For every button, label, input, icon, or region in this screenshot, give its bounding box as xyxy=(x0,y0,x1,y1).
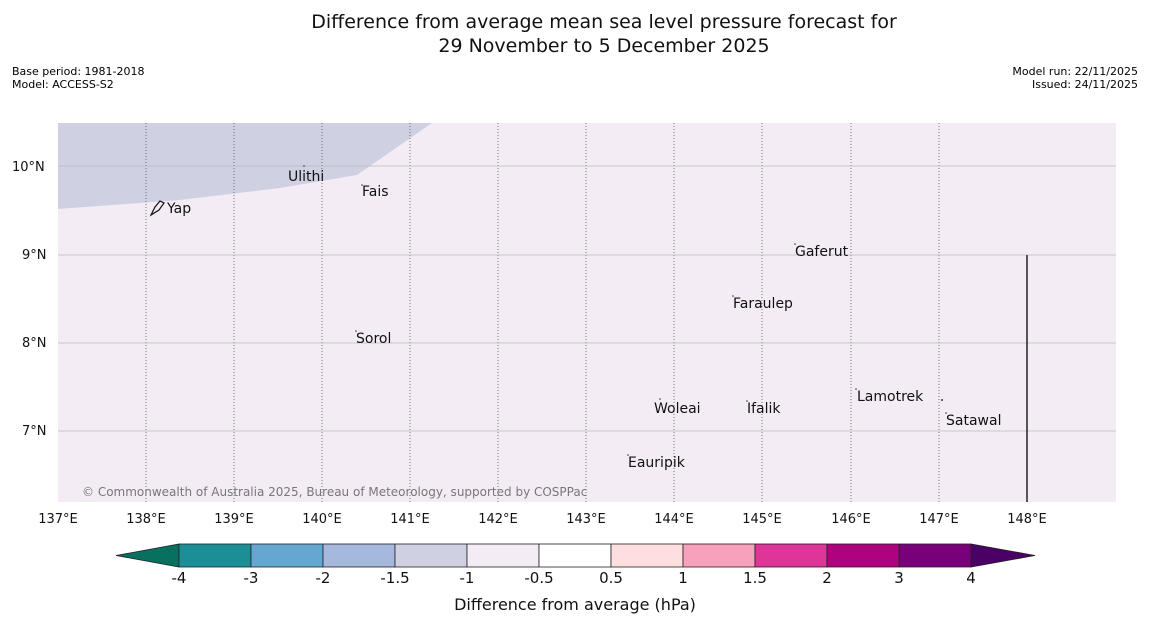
colorbar-segment xyxy=(898,543,972,568)
colorbar-tick-label: -4 xyxy=(172,569,187,587)
lon-label-137e: 137°E xyxy=(38,512,78,527)
colorbar-tick-label: -2 xyxy=(316,569,331,587)
colorbar-tick-label: -1.5 xyxy=(380,569,409,587)
lat-label-10n: 10°N xyxy=(12,160,45,175)
colorbar-segment xyxy=(682,543,756,568)
colorbar-segment xyxy=(754,543,828,568)
colorbar-tick-label: 2 xyxy=(822,569,832,587)
colorbar-extension-low xyxy=(115,543,180,568)
colorbar-segment xyxy=(826,543,900,568)
place-ifalik: Ifalik xyxy=(747,401,781,417)
yap-island-shape xyxy=(149,200,165,217)
lon-label-141e: 141°E xyxy=(390,512,430,527)
meridian-gridlines xyxy=(145,123,940,502)
issued-date: Issued: 24/11/2025 xyxy=(1031,78,1138,91)
place-faraulep: Faraulep xyxy=(733,296,793,312)
lat-label-7n: 7°N xyxy=(22,424,47,439)
colorbar-tick-label: 1.5 xyxy=(743,569,767,587)
meta-left: Base period: 1981-2018 Model: ACCESS-S2 xyxy=(12,65,144,91)
colorbar-tick-label: 0.5 xyxy=(599,569,623,587)
lon-label-142e: 142°E xyxy=(478,512,518,527)
colorbar-segment xyxy=(394,543,468,568)
place-fais: Fais xyxy=(362,184,389,200)
model-name: Model: ACCESS-S2 xyxy=(12,78,114,91)
lon-label-148e: 148°E xyxy=(1007,512,1047,527)
colorbar: -4 -3 -2 -1.5 -1 -0.5 0.5 1 1.5 2 3 4 xyxy=(115,543,1036,587)
place-eauripik: Eauripik xyxy=(628,455,686,471)
parallel-gridlines xyxy=(58,165,1116,432)
colorbar-tick-label: 3 xyxy=(894,569,904,587)
place-woleai: Woleai xyxy=(654,401,701,417)
colorbar-tick-label: 1 xyxy=(678,569,688,587)
title-line-2: 29 November to 5 December 2025 xyxy=(438,35,770,57)
lat-label-9n: 9°N xyxy=(22,248,47,263)
model-run: Model run: 22/11/2025 xyxy=(1012,65,1138,78)
place-sorol: Sorol xyxy=(356,331,391,347)
lon-label-138e: 138°E xyxy=(126,512,166,527)
place-satawal: Satawal xyxy=(946,413,1001,429)
lon-label-145e: 145°E xyxy=(742,512,782,527)
colorbar-segment xyxy=(250,543,324,568)
meta-right: Model run: 22/11/2025 Issued: 24/11/2025 xyxy=(1012,65,1138,91)
lat-label-8n: 8°N xyxy=(22,336,47,351)
colorbar-segment xyxy=(178,543,252,568)
place-ulithi: Ulithi xyxy=(288,169,324,185)
colorbar-extension-high xyxy=(970,543,1036,568)
place-yap: Yap xyxy=(166,201,191,217)
colorbar-tick-label: -0.5 xyxy=(524,569,553,587)
island-dots xyxy=(303,165,947,456)
chart-title: Difference from average mean sea level p… xyxy=(0,10,1150,58)
colorbar-tick-label: 4 xyxy=(966,569,976,587)
colorbar-tick-label: -1 xyxy=(460,569,475,587)
lon-label-143e: 143°E xyxy=(566,512,606,527)
colorbar-label: Difference from average (hPa) xyxy=(454,595,696,614)
base-period: Base period: 1981-2018 xyxy=(12,65,145,78)
colorbar-segment xyxy=(466,543,540,568)
lon-label-139e: 139°E xyxy=(214,512,254,527)
place-lamotrek: Lamotrek xyxy=(857,389,924,405)
colorbar-segment xyxy=(538,543,612,568)
colorbar-segment xyxy=(610,543,684,568)
place-gaferut: Gaferut xyxy=(795,244,849,260)
colorbar-segment xyxy=(322,543,396,568)
lon-label-146e: 146°E xyxy=(831,512,871,527)
colorbar-tick-label: -3 xyxy=(244,569,259,587)
lon-label-140e: 140°E xyxy=(302,512,342,527)
lon-label-147e: 147°E xyxy=(919,512,959,527)
lon-labels: 137°E 138°E 139°E 140°E 141°E 142°E 143°… xyxy=(38,512,1047,527)
title-line-1: Difference from average mean sea level p… xyxy=(311,11,897,33)
lon-label-144e: 144°E xyxy=(654,512,694,527)
copyright-notice: © Commonwealth of Australia 2025, Bureau… xyxy=(82,485,587,499)
